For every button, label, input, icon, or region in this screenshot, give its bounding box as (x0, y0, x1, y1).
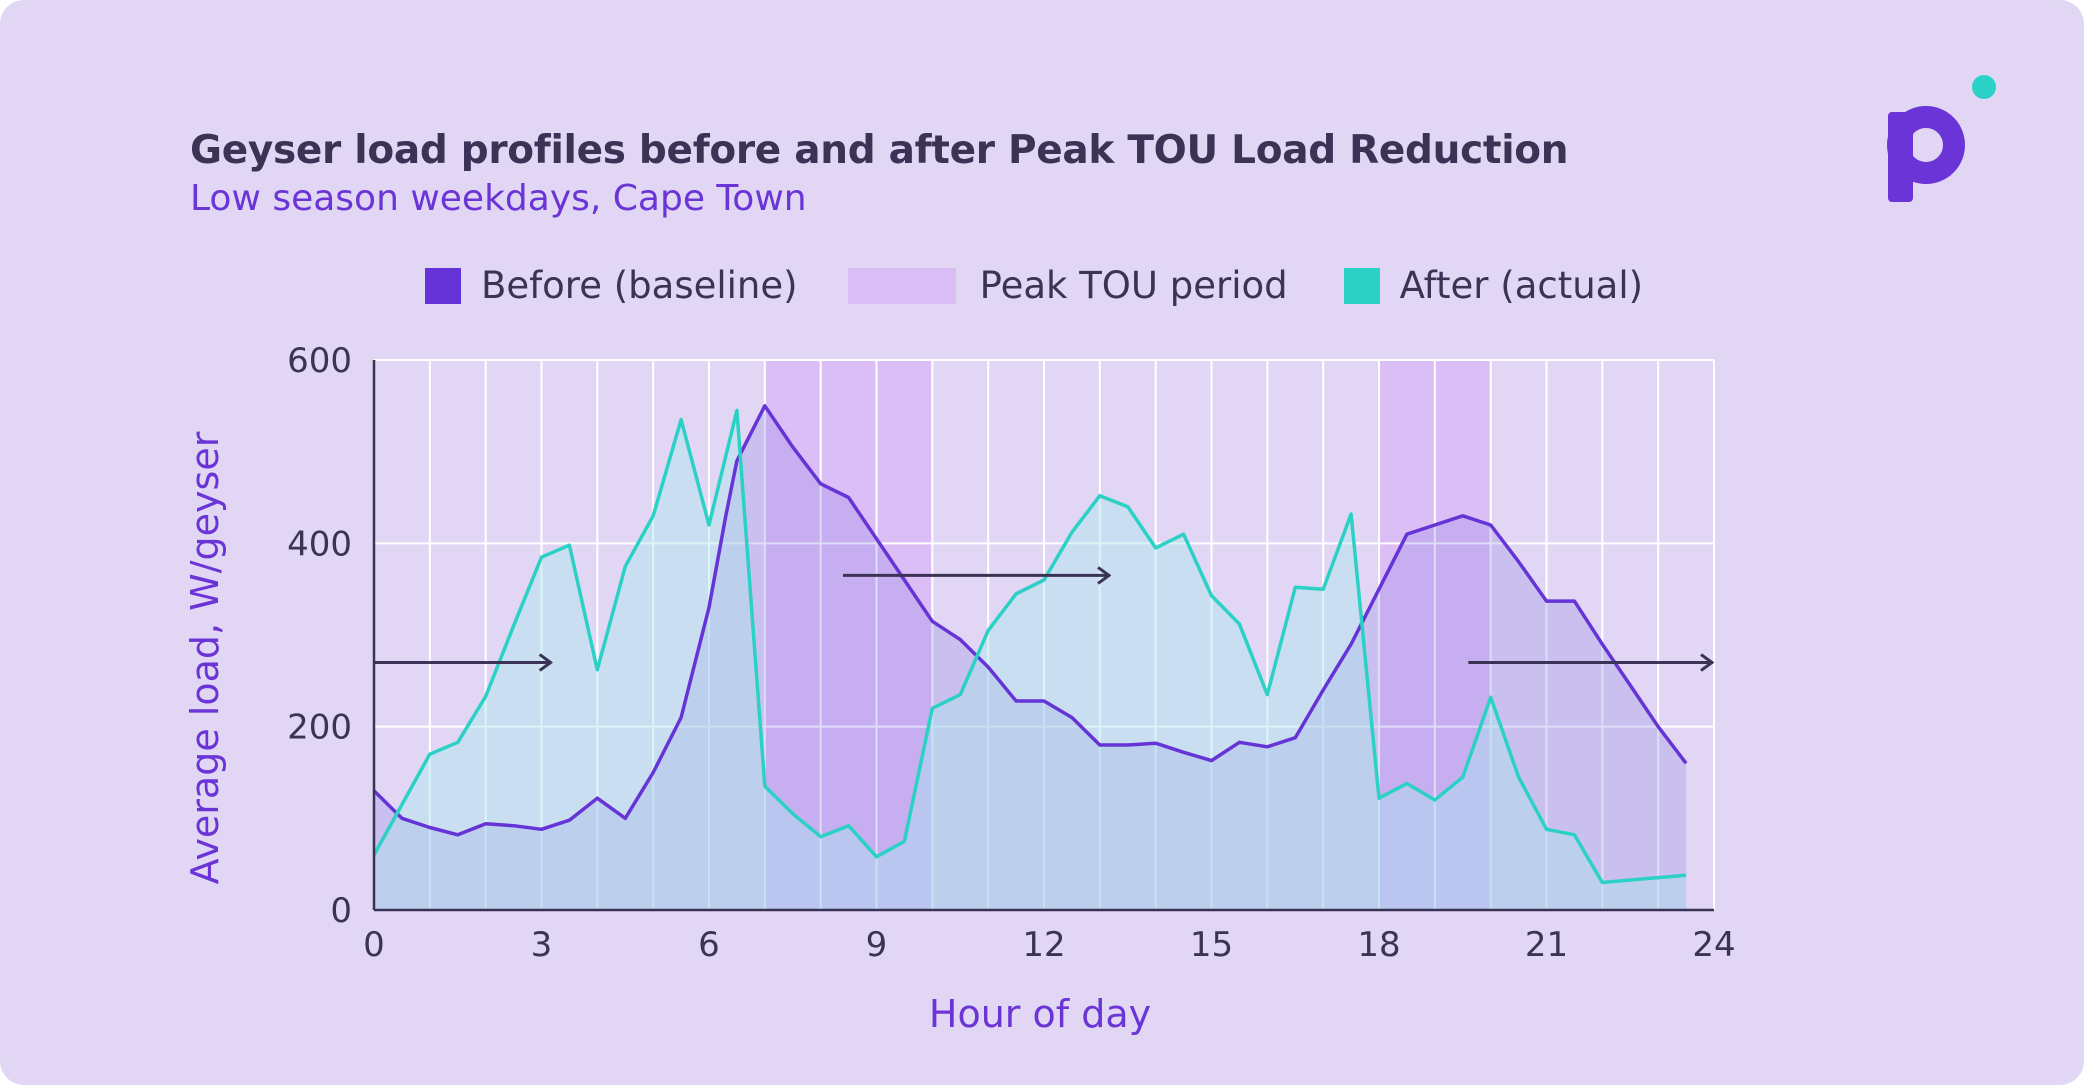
x-tick-label-0: 0 (363, 925, 385, 965)
y-tick-label-600: 600 (287, 341, 352, 381)
shift-arrows (374, 575, 1712, 662)
legend-label-before: Before (baseline) (481, 264, 798, 307)
series-area-1 (374, 410, 1687, 910)
peak-periods (764, 360, 1491, 910)
legend-swatch-peak (847, 267, 956, 304)
legend-item-after: After (actual) (1343, 264, 1644, 307)
y-axis-label: Average load, W/geyser (183, 431, 227, 884)
legend-label-peak: Peak TOU period (979, 264, 1288, 307)
legend-label-after: After (actual) (1399, 264, 1644, 307)
x-tick-label-6: 6 (698, 925, 720, 965)
x-tick-label-18: 18 (1357, 925, 1400, 965)
axes (372, 360, 1714, 912)
series-area-0 (374, 405, 1687, 910)
chart-title: Geyser load profiles before and after Pe… (190, 128, 1569, 173)
x-tick-label-24: 24 (1692, 925, 1735, 965)
x-tick-label-12: 12 (1022, 925, 1065, 965)
y-tick-label-400: 400 (287, 524, 352, 564)
x-tick-label-3: 3 (531, 925, 553, 965)
x-axis-label: Hour of day (929, 992, 1151, 1036)
peak-period-0 (764, 360, 933, 910)
brand-logo-icon (1887, 75, 1996, 202)
series-lines (372, 404, 1688, 885)
x-tick-label-21: 21 (1525, 925, 1568, 965)
series-areas (374, 405, 1687, 910)
x-tick-label-9: 9 (866, 925, 888, 965)
legend-item-before: Before (baseline) (425, 264, 798, 307)
tick-labels: 0 3 6 9 12 15 18 21 24 0 200 400 600 (287, 341, 1736, 965)
chart-subtitle: Low season weekdays, Cape Town (190, 178, 807, 219)
legend: Before (baseline) Peak TOU period After … (425, 264, 1643, 307)
grid (374, 359, 1715, 910)
y-tick-label-200: 200 (287, 708, 352, 748)
legend-swatch-after (1343, 267, 1380, 304)
series-line-0 (372, 404, 1688, 837)
legend-swatch-before (425, 267, 461, 304)
y-tick-label-0: 0 (330, 891, 352, 931)
series-line-1 (372, 408, 1687, 885)
legend-item-peak: Peak TOU period (847, 264, 1288, 307)
x-tick-label-15: 15 (1190, 925, 1233, 965)
